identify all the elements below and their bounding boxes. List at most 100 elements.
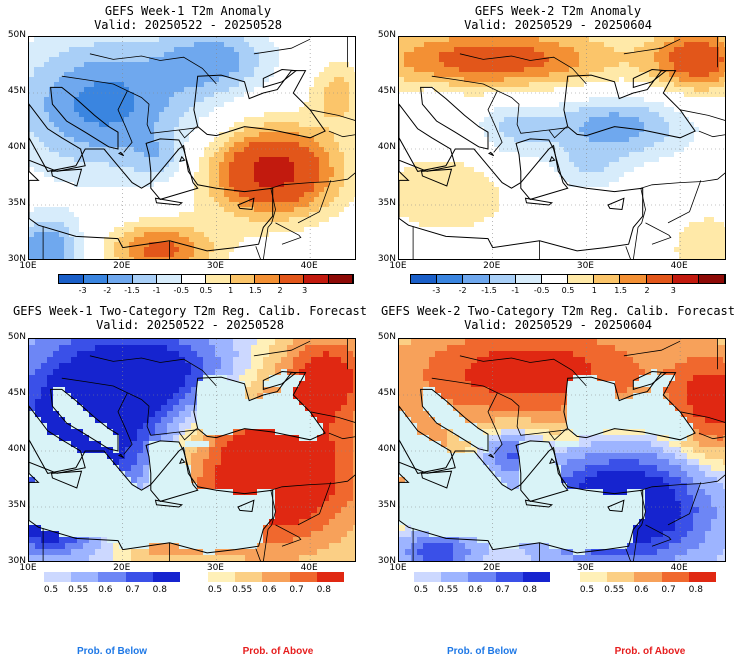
country-border [645,524,672,547]
lat-label: 40N [377,142,396,152]
colorbar-tick: 0.5 [561,286,575,295]
coastline [420,168,453,187]
coastline [524,499,554,508]
panel-3-title-line1: GEFS Week-1 Two-Category T2m Reg. Calib.… [12,304,367,318]
colorbar-swatch [83,275,108,283]
prob-tick: 0.8 [316,585,331,595]
lat-label: 35N [377,500,396,510]
footer-prob-above-2: Prob. of Above [614,646,686,657]
colorbar-swatch [568,275,595,283]
colorbar-tick: -3 [432,286,441,295]
country-border [667,482,702,526]
coastline [632,370,668,391]
prob-tick: 0.8 [152,585,167,595]
lon-label: 30E [206,563,224,573]
lon-label: 10E [19,563,37,573]
coastline [524,197,554,206]
prob-swatch [316,572,345,582]
country-border [680,109,725,121]
prob-swatch [522,572,551,582]
prob-swatch [468,572,496,582]
coastline [420,388,489,452]
coastline [487,453,495,459]
country-border [459,53,587,85]
prob-tick: 0.5 [413,585,429,595]
country-border [459,355,587,387]
coastline [549,155,556,163]
coastline [50,470,83,489]
prob-below-colorbar-week1 [44,572,181,582]
country-border [667,180,702,224]
colorbar-tick: 1.5 [614,286,628,295]
colorbar-tick: -0.5 [173,286,190,295]
country-border [61,75,198,134]
colorbar-swatch [541,275,569,283]
prob-swatch [688,572,717,582]
coastline [632,68,668,89]
probability-map-week1 [28,338,356,562]
coastline [179,155,186,163]
colorbar-tick: -1 [511,286,520,295]
lon-label: 20E [483,563,501,573]
colorbar-tick: -3 [78,286,87,295]
country-border [89,355,217,387]
coastline [237,499,255,513]
anomaly-colorbar-week2 [410,274,726,284]
colorbar-swatch [646,275,673,283]
panel-4-title-line1: GEFS Week-2 Two-Category T2m Reg. Calib.… [380,304,735,318]
coastline [50,86,119,150]
lat-label: 35N [7,500,26,510]
colorbar-tick: 3 [670,286,676,295]
coastline [29,103,86,172]
lat-label: 50N [377,30,396,40]
anomaly-map-week2 [398,36,726,260]
coastline [487,151,495,157]
colorbar-tick: -2 [103,286,112,295]
country-border [623,38,681,55]
country-border [625,548,631,561]
coastline [145,138,199,200]
coastline [50,168,83,187]
country-border [548,126,567,139]
probability-map-week2 [398,338,726,562]
country-border [328,432,355,440]
prob-tick: 0.5 [207,585,223,595]
coastline [193,372,326,441]
prob-tick: 0.6 [262,585,277,595]
colorbar-swatch [181,275,206,283]
country-border [487,90,503,153]
country-border [625,246,631,259]
coastline [563,372,696,441]
lat-label: 30N [377,254,396,264]
country-border [253,340,311,357]
footer-prob-below-2: Prob. of Below [447,646,517,657]
colorbar-swatch [672,275,699,283]
lon-label: 20E [483,261,501,271]
coastline [399,103,456,172]
coastline [420,86,489,150]
lon-label: 40E [670,563,688,573]
coastline [515,138,569,200]
lat-label: 30N [7,254,26,264]
country-border [680,411,725,423]
prob-tick: 0.55 [604,585,625,595]
lat-label: 30N [377,556,396,566]
panel-3-title: GEFS Week-1 Two-Category T2m Reg. Calib.… [10,304,370,332]
lon-label: 40E [300,563,318,573]
lon-label: 20E [113,563,131,573]
country-border [178,126,197,139]
colorbar-swatch [515,275,542,283]
panel-3-title-line2: Valid: 20250522 - 20250528 [96,318,284,332]
prob-tick: 0.55 [232,585,253,595]
country-border [633,490,646,561]
country-border [275,222,302,245]
colorbar-tick: -2 [458,286,467,295]
panel-2-title-line2: Valid: 20250529 - 20250604 [464,18,652,32]
country-border [623,340,681,357]
colorbar-tick: 2 [277,286,283,295]
coastline [145,440,199,502]
prob-tick: 0.7 [125,585,140,595]
colorbar-tick: 1 [591,286,597,295]
panel-2-title-line1: GEFS Week-2 T2m Anomaly [474,4,642,18]
country-border [698,432,725,440]
